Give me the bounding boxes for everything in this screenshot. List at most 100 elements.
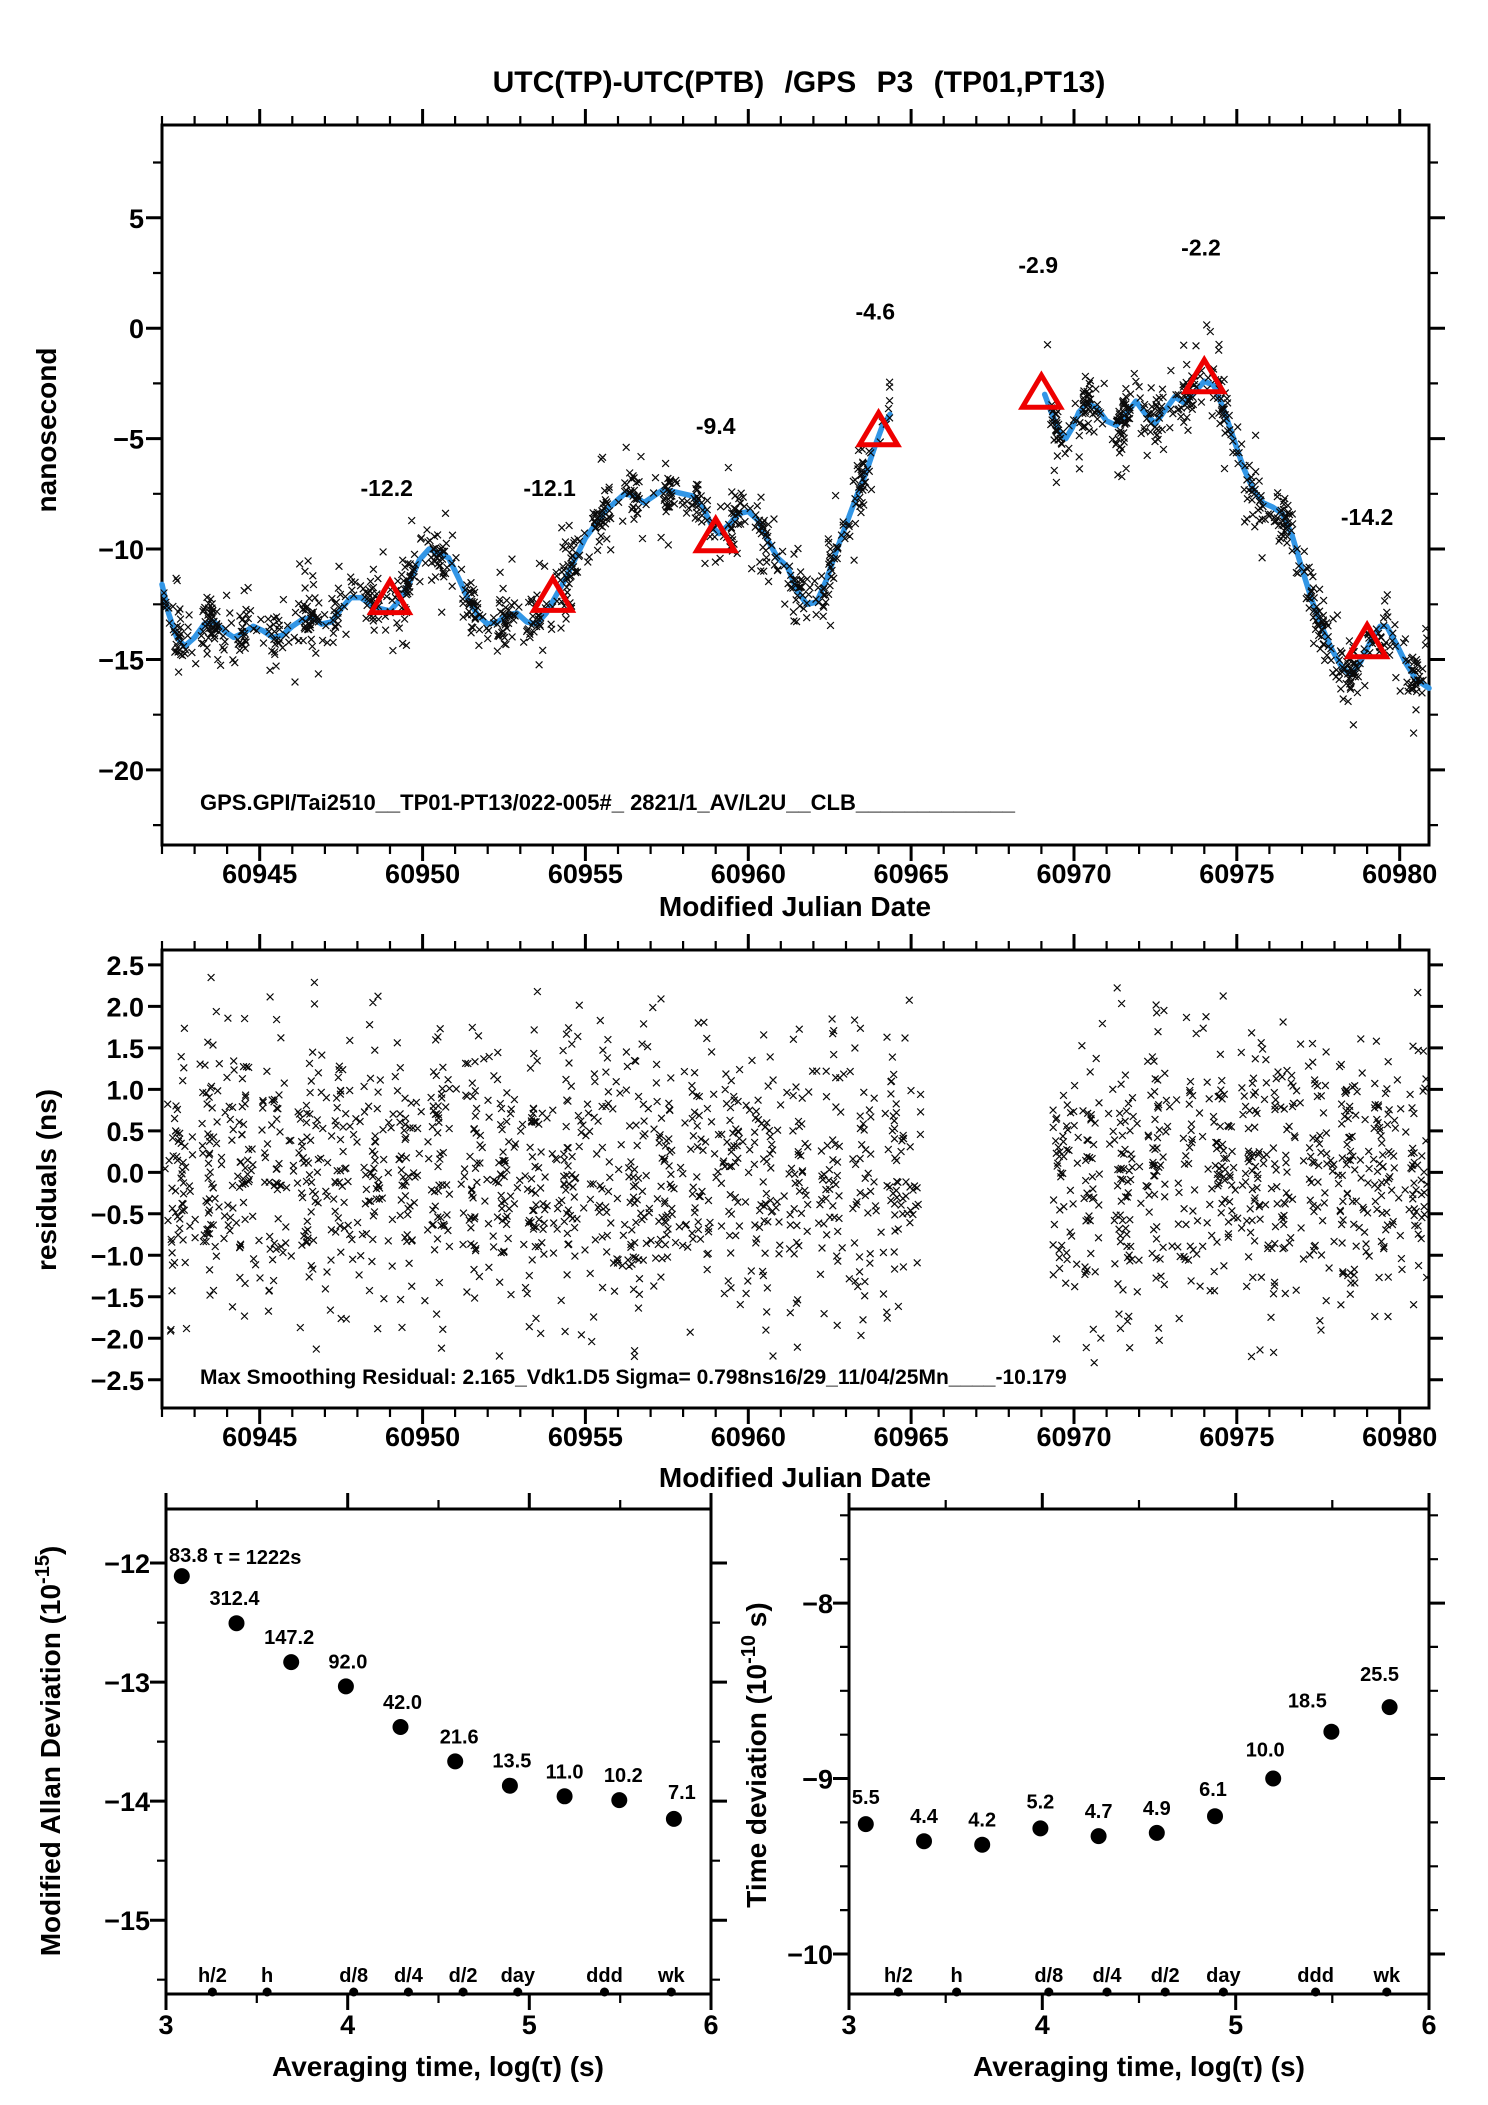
x-tick-label: 5 xyxy=(522,2010,537,2040)
deviation-point xyxy=(173,1568,190,1585)
x-tick-label: 3 xyxy=(841,2010,856,2040)
x-tick-label: 60965 xyxy=(874,859,949,889)
deviation-point xyxy=(857,1816,874,1833)
time-unit-label: day xyxy=(1206,1965,1241,1987)
x-tick-label: 60945 xyxy=(222,859,297,889)
deviation-point xyxy=(337,1678,354,1695)
x-tick-label: 60965 xyxy=(874,1422,949,1452)
y-tick-label: 1.0 xyxy=(106,1075,144,1105)
x-tick-label: 60945 xyxy=(222,1422,297,1452)
triangle-marker xyxy=(855,407,902,448)
deviation-value-label: 10.2 xyxy=(604,1765,643,1787)
triangle-value-label: -12.2 xyxy=(360,475,412,501)
y-tick-label: −1.0 xyxy=(91,1241,144,1271)
panel3-x-axis-title: Averaging time, log(τ) (s) xyxy=(272,2051,604,2082)
x-tick-label: 60960 xyxy=(711,1422,786,1452)
deviation-value-label: 4.2 xyxy=(968,1810,996,1832)
x-tick-marks xyxy=(258,934,1402,1424)
x-tick-label: 60950 xyxy=(385,859,460,889)
panel4-x-axis-title: Averaging time, log(τ) (s) xyxy=(973,2051,1305,2082)
deviation-point xyxy=(916,1833,932,1850)
y-tick-label: −1.5 xyxy=(91,1283,144,1313)
deviation-value-label: 21.6 xyxy=(440,1726,479,1748)
deviation-value-label: 42.0 xyxy=(383,1692,422,1714)
y-tick-label: −10 xyxy=(787,1940,833,1970)
time-unit-label: wk xyxy=(657,1965,686,1987)
deviation-point xyxy=(447,1753,464,1770)
time-unit-label: d/8 xyxy=(339,1965,368,1987)
triangle-marker xyxy=(1343,619,1391,660)
y-tick-label: −5 xyxy=(113,425,144,455)
x-tick-label: 60975 xyxy=(1199,859,1274,889)
y-tick-label: 0.5 xyxy=(106,1117,144,1147)
x-tick-label: 60955 xyxy=(548,859,623,889)
panel3-y-axis-title-main: Modified Allan Deviation (10 xyxy=(35,1584,66,1956)
scatter-points xyxy=(161,973,1431,1367)
triangle-marker xyxy=(1018,370,1065,410)
deviation-point xyxy=(501,1777,518,1794)
y-tick-label: 0 xyxy=(129,314,144,344)
x-tick-label: 4 xyxy=(1035,2010,1050,2040)
y-tick-label: −8 xyxy=(802,1589,833,1619)
x-tick-marks xyxy=(258,109,1402,861)
y-tick-label: 1.5 xyxy=(106,1034,144,1064)
y-tick-marks xyxy=(833,1601,1445,1956)
time-unit-label: d/8 xyxy=(1034,1965,1063,1987)
x-tick-marks xyxy=(847,1493,1431,2010)
y-tick-label: −14 xyxy=(104,1787,150,1817)
time-unit-label: d/4 xyxy=(1093,1965,1123,1987)
time-unit-dot xyxy=(952,1987,962,1997)
x-tick-label: 60955 xyxy=(548,1422,623,1452)
deviation-point xyxy=(392,1719,409,1735)
deviation-value-label: 25.5 xyxy=(1360,1664,1399,1686)
deviation-value-label: 18.5 xyxy=(1288,1691,1327,1713)
deviation-point xyxy=(665,1810,682,1827)
y-tick-label: −9 xyxy=(802,1765,833,1795)
x-tick-label: 6 xyxy=(1421,2010,1436,2040)
triangle-value-label: -2.2 xyxy=(1181,234,1221,260)
time-unit-label: day xyxy=(501,1965,536,1987)
time-unit-dot xyxy=(1382,1987,1392,1997)
panel3-y-axis-title-sup: -15 xyxy=(32,1555,54,1584)
y-tick-label: −2.5 xyxy=(91,1366,144,1396)
time-unit-label: h/2 xyxy=(884,1965,913,1987)
deviation-value-label: 92.0 xyxy=(328,1651,367,1673)
time-unit-dot xyxy=(349,1987,359,1997)
y-tick-label: −0.5 xyxy=(91,1200,144,1230)
triangle-marker xyxy=(1180,354,1228,395)
residuals-panel-frame xyxy=(160,948,1431,1410)
x-tick-label: 60980 xyxy=(1362,859,1437,889)
panel3-y-axis-title: Modified Allan Deviation (10-15) xyxy=(32,1546,66,1957)
x-tick-label: 4 xyxy=(340,2010,355,2040)
y-tick-marks xyxy=(157,1621,720,1981)
y-tick-marks xyxy=(840,1514,1438,1912)
deviation-point xyxy=(1323,1723,1340,1740)
x-tick-label: 6 xyxy=(703,2010,718,2040)
x-tick-label: 60970 xyxy=(1036,1422,1111,1452)
time-unit-dot xyxy=(600,1987,609,1997)
panel4-y-axis-title-sup: -10 xyxy=(738,1635,760,1664)
panel2-annotation: Max Smoothing Residual: 2.165_Vdk1.D5 Si… xyxy=(200,1366,1067,1389)
time-unit-dot xyxy=(666,1987,676,1997)
deviation-point xyxy=(974,1836,991,1853)
mdev-panel-frame xyxy=(164,1507,713,1996)
time-unit-dot xyxy=(262,1987,272,1997)
time-unit-label: ddd xyxy=(1297,1965,1334,1987)
deviation-point xyxy=(611,1792,628,1809)
triangle-value-label: -9.4 xyxy=(696,413,736,439)
chart-title: UTC(TP)-UTC(PTB) /GPS P3 (TP01,PT13) xyxy=(493,66,1106,99)
scatter-points xyxy=(160,321,1431,737)
panel2-x-axis-title: Modified Julian Date xyxy=(659,1462,931,1493)
time-unit-dot xyxy=(1218,1987,1228,1997)
time-unit-dot xyxy=(1311,1987,1321,1997)
time-unit-label: h/2 xyxy=(198,1965,227,1987)
deviation-point xyxy=(228,1615,245,1632)
y-tick-label: −20 xyxy=(98,756,144,786)
deviation-point xyxy=(1381,1699,1398,1716)
time-unit-label: d/2 xyxy=(449,1965,478,1987)
triangle-marker xyxy=(366,575,414,616)
deviation-value-label: 6.1 xyxy=(1199,1779,1227,1801)
deviation-value-label: 83.8 xyxy=(169,1545,208,1567)
deviation-value-label: 5.2 xyxy=(1026,1791,1054,1813)
panel1-annotation: GPS.GPI/Tai2510__TP01-PT13/022-005#_ 282… xyxy=(200,790,1016,815)
